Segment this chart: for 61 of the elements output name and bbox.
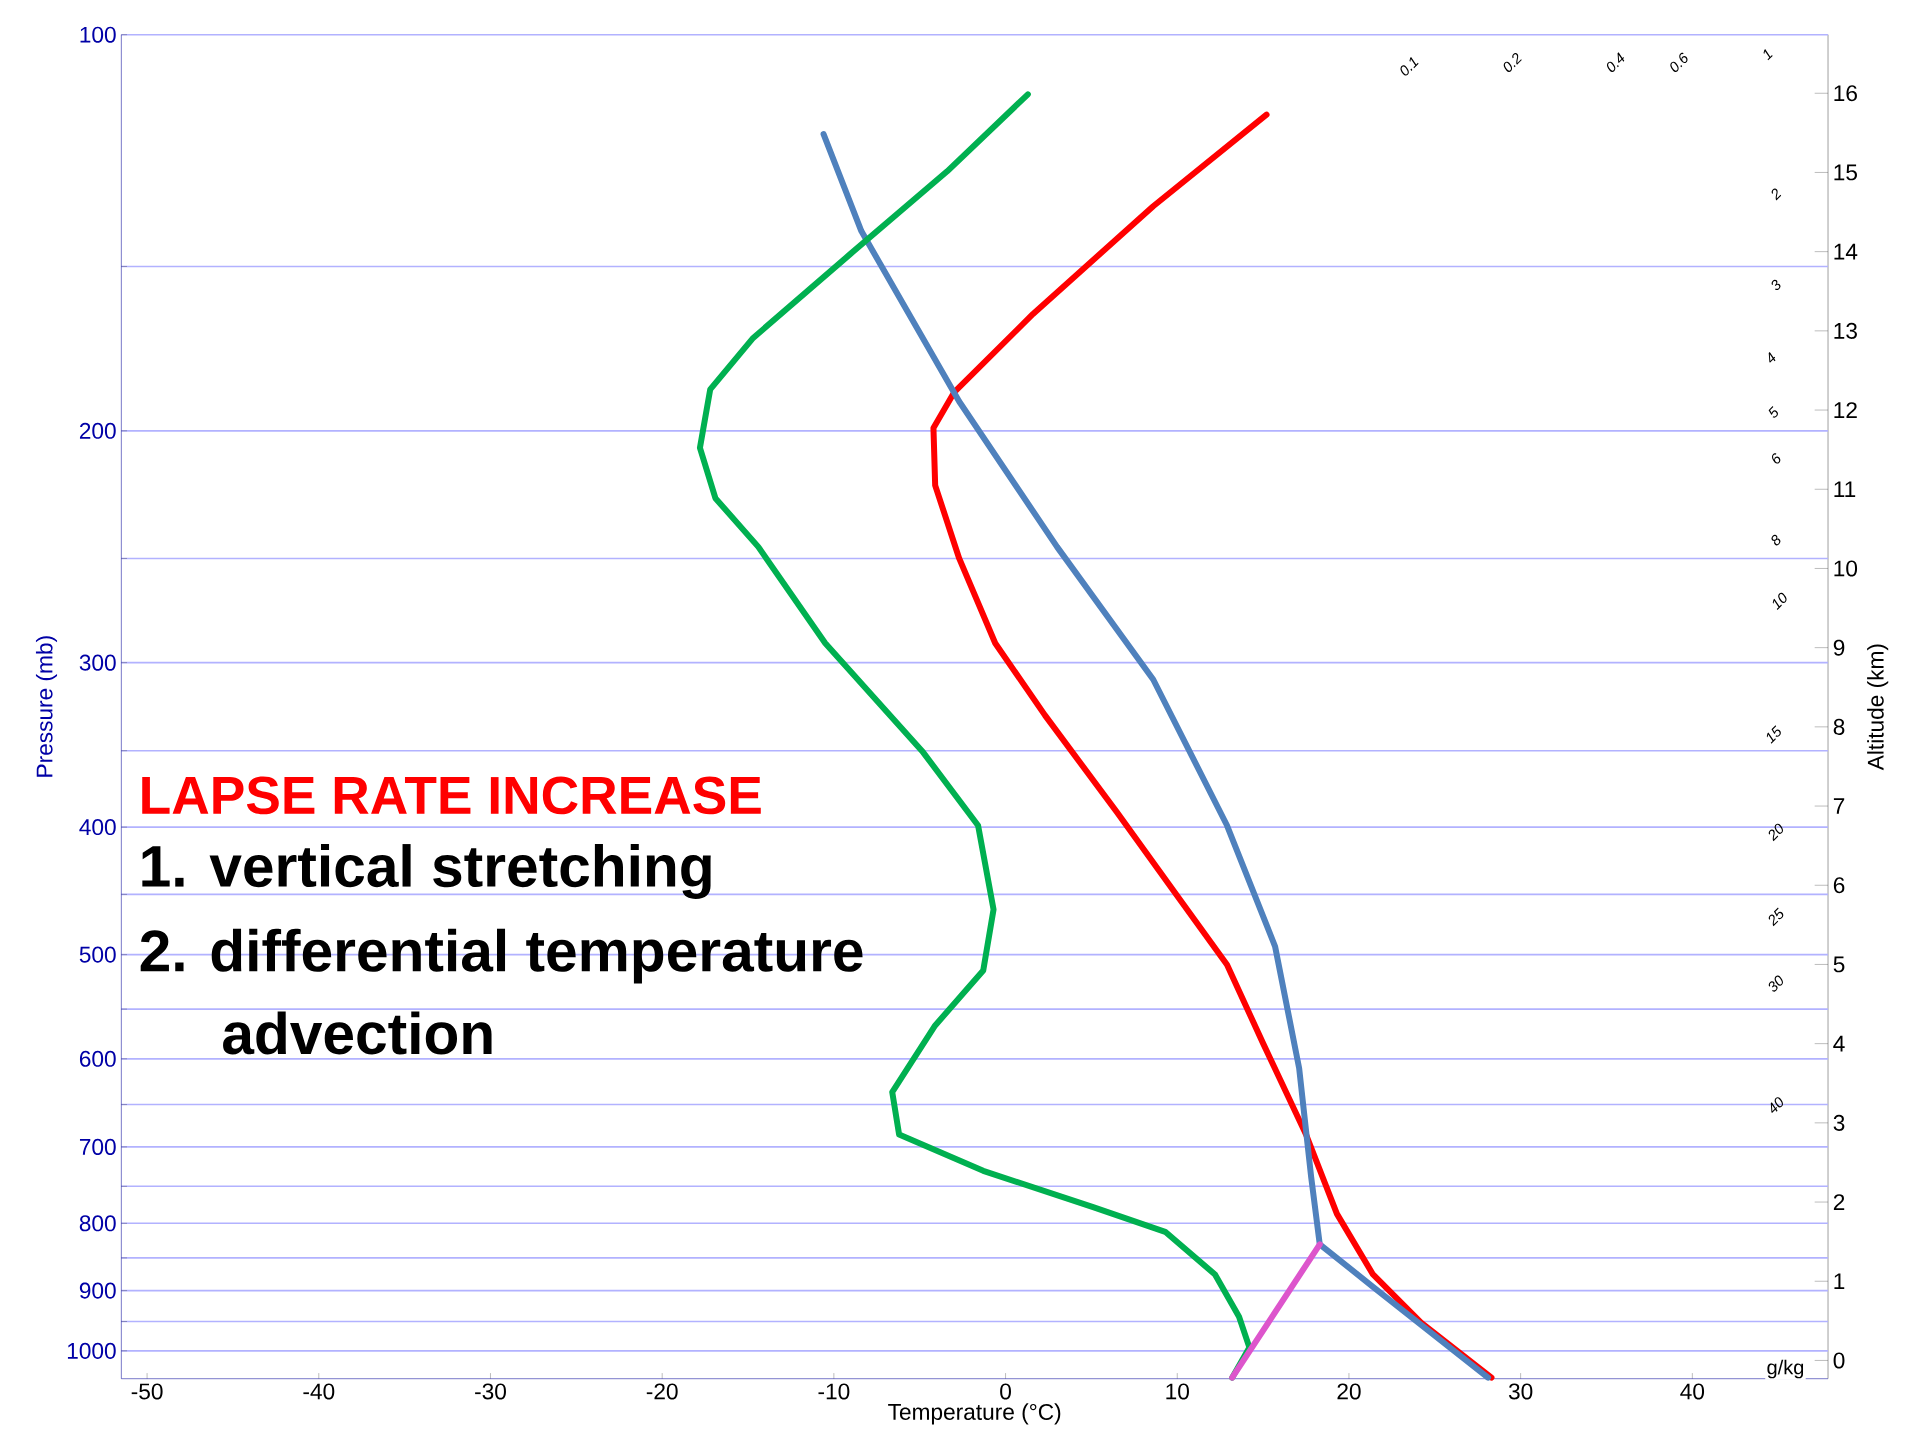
annotation: 25: [1768, 907, 1784, 927]
x-tick-label: 10: [1166, 1383, 1189, 1400]
y-tick-label: 600: [79, 1050, 116, 1067]
annotation: 10: [1772, 592, 1787, 610]
y2-tick-label: 8: [1833, 718, 1845, 735]
annotation: 4: [1768, 351, 1776, 363]
x-tick-label: 0: [1000, 1383, 1011, 1400]
x-tick-label: -40: [303, 1383, 335, 1400]
y2-tick-label: 0: [1833, 1352, 1845, 1369]
y2-tick-label: 10: [1834, 560, 1858, 577]
y-tick-label: 900: [79, 1282, 116, 1299]
y2-axis-title: Altitude (km): [1867, 644, 1889, 771]
y-tick-label: 500: [79, 946, 116, 963]
x-tick-label: 20: [1337, 1383, 1361, 1400]
annotation: 40: [1770, 1097, 1783, 1114]
y-tick-label: 200: [79, 422, 116, 439]
y2-tick-label: 11: [1834, 481, 1856, 498]
x-tick-label: 40: [1680, 1383, 1705, 1400]
annotation: 5: [1768, 406, 1778, 418]
y-tick-label: 1000: [67, 1342, 116, 1359]
y2-tick-label: 9: [1833, 639, 1845, 656]
annotation: 8: [1771, 534, 1781, 546]
annotation: 20: [1768, 823, 1783, 842]
annotation: 6: [1772, 453, 1781, 464]
y2-tick-label: 16: [1834, 85, 1857, 102]
y-tick-label: 800: [79, 1215, 116, 1232]
x-axis-title: Temperature (°C): [888, 1403, 1061, 1425]
y2-tick-label: 6: [1833, 877, 1845, 894]
annotation: 1: [1763, 49, 1773, 61]
y2-tick-label: 14: [1834, 243, 1858, 260]
annotation: 2. differential temperature advection: [140, 928, 863, 1055]
y2-tick-label: 1: [1834, 1273, 1845, 1290]
x-tick-label: -30: [475, 1383, 506, 1400]
annotation: 0.2: [1503, 53, 1522, 72]
x-tick-label: 30: [1508, 1383, 1533, 1400]
y2-tick-label: 7: [1833, 798, 1845, 814]
y2-tick-label: 15: [1834, 164, 1857, 181]
annotation: 3: [1771, 279, 1781, 291]
y2-tick-label: 13: [1834, 322, 1857, 339]
x-tick-label: -10: [818, 1383, 850, 1400]
y2-tick-label: 2: [1833, 1194, 1845, 1210]
annotation: g/kg: [1767, 1359, 1804, 1379]
y2-tick-label: 12: [1834, 402, 1857, 418]
y-tick-label: 100: [80, 26, 116, 43]
y-axis-title: Pressure (mb): [35, 636, 58, 777]
y2-tick-label: 3: [1833, 1114, 1845, 1131]
annotation: 2: [1771, 188, 1782, 201]
x-tick-label: -50: [131, 1383, 163, 1400]
annotation: 30: [1768, 975, 1783, 992]
x-tick-label: -20: [646, 1383, 678, 1400]
annotation: 15: [1766, 725, 1781, 744]
y-tick-label: 400: [79, 819, 116, 836]
annotation: 0.4: [1606, 52, 1625, 72]
y2-tick-label: 5: [1833, 956, 1845, 973]
y-tick-label: 700: [79, 1138, 116, 1155]
annotation: 1. vertical stretching: [142, 844, 711, 899]
y-tick-label: 300: [79, 654, 116, 671]
annotation: LAPSE RATE INCREASE: [142, 776, 761, 815]
y2-tick-label: 4: [1833, 1035, 1845, 1052]
annotation: 0.1: [1400, 56, 1419, 76]
annotation: 0.6: [1670, 52, 1688, 72]
